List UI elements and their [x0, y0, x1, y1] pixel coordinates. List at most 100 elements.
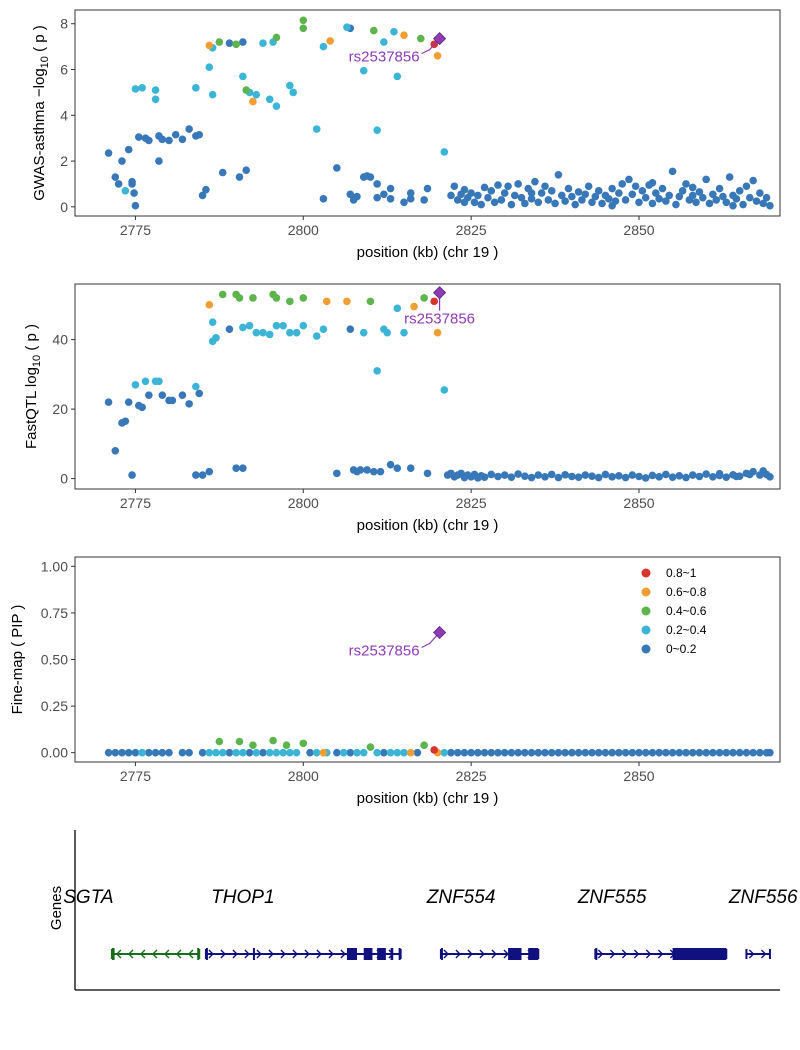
gene-name-label: ZNF554 — [426, 887, 496, 908]
data-point — [124, 145, 133, 154]
data-point — [500, 189, 509, 197]
y-tick-label: 2 — [60, 153, 68, 169]
data-point — [655, 195, 663, 203]
data-point — [373, 367, 381, 375]
data-point — [715, 184, 724, 193]
data-point — [239, 38, 247, 46]
legend-label: 0.6~0.8 — [666, 585, 707, 599]
data-point — [151, 748, 160, 757]
data-point — [205, 748, 214, 757]
data-point — [494, 181, 502, 189]
data-point — [339, 748, 348, 757]
data-point — [158, 135, 167, 144]
data-point — [195, 389, 204, 398]
data-point — [406, 748, 415, 757]
data-point — [453, 196, 462, 204]
gene-start-cap — [745, 949, 748, 959]
data-point — [447, 191, 455, 200]
data-point — [212, 748, 220, 757]
exon-block — [377, 948, 386, 960]
data-point — [212, 334, 220, 342]
data-point — [423, 184, 432, 193]
exon-block — [197, 948, 200, 960]
data-point — [218, 290, 227, 299]
strand-arrow — [467, 949, 473, 959]
strand-arrow — [304, 949, 310, 959]
data-point — [615, 471, 623, 480]
x-tick-label: 2800 — [288, 495, 319, 511]
data-point — [739, 200, 747, 209]
strand-arrow — [621, 949, 628, 959]
plot-frame — [74, 556, 781, 763]
data-point — [131, 380, 140, 389]
data-point — [366, 297, 375, 306]
data-point — [470, 198, 479, 207]
data-point — [497, 196, 506, 204]
eqtl-panel: 2775 2800 2825 2850 0 20 40 position (kb) (chr … — [23, 283, 781, 534]
data-point — [554, 473, 563, 482]
data-point — [299, 739, 308, 748]
y-axis-title-main: FastQTL log — [23, 367, 40, 449]
x-tick-label: 2825 — [456, 495, 487, 511]
data-point — [369, 26, 378, 35]
data-point — [134, 133, 143, 141]
data-point — [712, 196, 721, 204]
data-point — [319, 325, 328, 333]
data-point — [279, 321, 287, 330]
data-point — [527, 189, 536, 197]
data-point — [410, 302, 418, 311]
data-point — [131, 85, 140, 93]
data-point — [625, 175, 633, 184]
data-point — [423, 469, 432, 478]
data-point — [430, 297, 439, 306]
y-axis-title: GWAS-asthma −log10 ( p ) — [31, 25, 51, 201]
data-point — [517, 193, 526, 202]
data-point — [215, 38, 224, 46]
data-point — [239, 748, 247, 757]
data-point — [668, 167, 677, 176]
legend-swatch — [641, 587, 651, 597]
data-point — [168, 396, 177, 405]
data-point — [104, 748, 113, 757]
data-point — [259, 39, 267, 47]
data-point — [252, 90, 261, 99]
data-point — [682, 180, 690, 188]
data-point — [467, 189, 475, 197]
data-point — [648, 471, 657, 480]
legend-swatch — [641, 625, 651, 635]
y-axis-title-main: GWAS-asthma −log — [31, 68, 48, 200]
data-point — [480, 183, 489, 192]
data-point — [759, 199, 768, 208]
strand-arrow — [208, 949, 214, 959]
legend-label: 0~0.2 — [666, 642, 697, 656]
data-point — [534, 471, 543, 479]
data-point — [494, 748, 502, 757]
gene-thop1: THOP1 — [204, 887, 402, 960]
data-point — [178, 391, 187, 399]
legend-swatch — [641, 606, 651, 616]
data-point — [165, 136, 173, 145]
data-point — [369, 467, 378, 476]
finemap-panel: 2775 2800 2825 2850 0.00 0.25 0.50 0.75 1.00 posi… — [9, 556, 781, 807]
gene-name-label: ZNF556 — [728, 887, 798, 908]
exon-block — [440, 948, 443, 960]
data-point — [628, 471, 637, 479]
data-point — [440, 748, 449, 757]
legend-label: 0.4~0.6 — [666, 604, 707, 618]
data-point — [218, 168, 227, 177]
data-point — [628, 190, 637, 199]
data-point — [507, 748, 516, 757]
data-point — [568, 472, 576, 481]
lead-snp-connector — [421, 632, 441, 649]
data-point — [386, 460, 395, 469]
y-axis-title: Fine-map ( PIP ) — [9, 605, 26, 715]
data-point — [675, 471, 684, 480]
y-axis-title-var: ( p ) — [31, 25, 48, 56]
data-point — [346, 190, 355, 199]
data-point — [615, 189, 623, 197]
data-point — [202, 185, 210, 194]
data-point — [594, 748, 603, 757]
data-point — [124, 398, 133, 406]
data-point — [500, 748, 509, 757]
data-point — [554, 748, 563, 757]
